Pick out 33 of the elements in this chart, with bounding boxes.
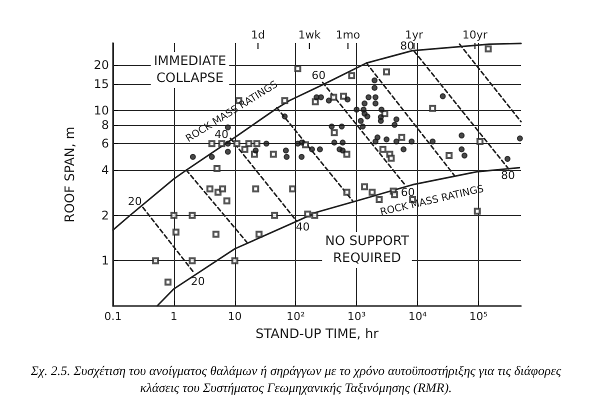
x-tick-label: 10⁴: [408, 310, 428, 323]
y-axis-title: ROOF SPAN, m: [63, 126, 78, 222]
annotation: 40: [296, 220, 310, 234]
annotation: 80: [400, 40, 414, 53]
y-tick-label: 20: [94, 58, 109, 72]
annotation: NO SUPPORT REQUIRED: [325, 234, 409, 266]
x-tick-label: 0.1: [104, 310, 122, 323]
y-tick-label: 1: [101, 254, 109, 268]
y-tick-label: 4: [101, 163, 109, 178]
y-tick-label: 15: [94, 76, 109, 91]
x-tick-label: 10: [228, 310, 242, 323]
x-axis-title: STAND-UP TIME, hr: [255, 327, 380, 342]
annotation: 40: [214, 128, 229, 141]
y-tick-label: 10: [94, 103, 109, 118]
ref-line-label: 1wk: [298, 28, 322, 42]
x-tick-label: 1: [170, 310, 178, 323]
ref-line-label: 10yr: [462, 28, 488, 42]
ref-line-label: 1yr: [405, 28, 424, 42]
x-tick-label: 10³: [347, 310, 366, 323]
y-tick-label: 8: [101, 118, 109, 132]
annotation: 60: [312, 68, 326, 82]
x-tick-label: 10²: [286, 310, 305, 323]
ref-line-label: 1mo: [336, 28, 360, 42]
ref-line-label: 1d: [250, 28, 265, 42]
annotation: IMMEDIATE COLLAPSE: [154, 54, 226, 86]
x-tick-label: 10⁵: [469, 310, 488, 323]
annotation: 20: [190, 274, 205, 288]
annotation: 20: [128, 194, 142, 208]
annotation: 60: [400, 186, 415, 200]
text: Σχ. 2.5. Συσχέτιση του ανοίγματος θαλάμων ή σηράγγων με το χρόνο αυτοϋποστήριξης για τις διάφορες κλάσεις του Συστήματος Γεωμηχανικής Ταξινόμησης (RMR).: [30, 362, 562, 396]
annotation: 80: [501, 169, 516, 182]
y-tick-label: 2: [101, 208, 109, 222]
y-tick-label: 6: [101, 136, 109, 151]
